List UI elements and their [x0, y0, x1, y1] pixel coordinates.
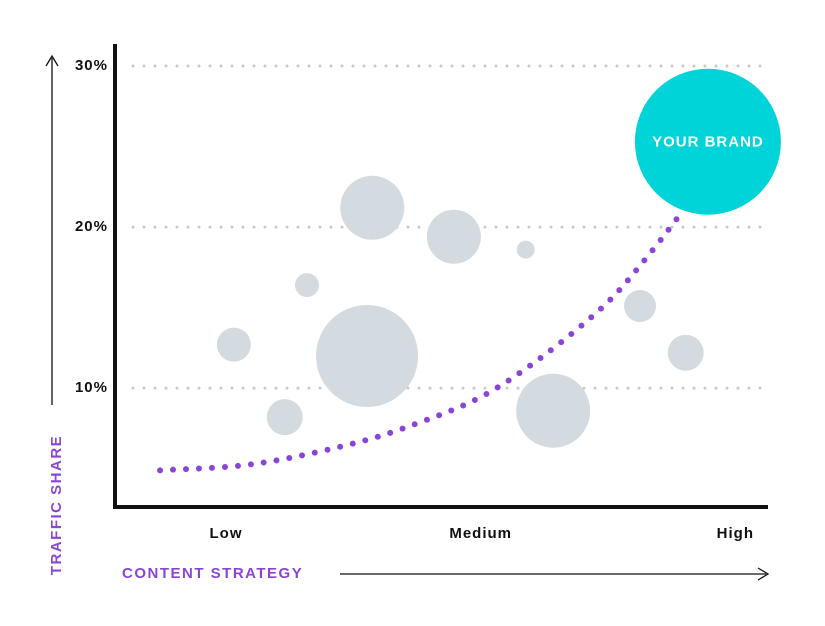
x-axis-title: CONTENT STRATEGY [122, 565, 303, 582]
bubble [516, 373, 591, 448]
trend-line [157, 214, 681, 474]
bubble [216, 327, 251, 362]
axes [113, 44, 768, 509]
bubble [294, 273, 319, 298]
y-tick-label: 30% [75, 57, 108, 74]
y-axis-title: TRAFFIC SHARE [48, 435, 65, 575]
bubble [624, 290, 657, 323]
bubble [266, 399, 303, 436]
bubble [316, 304, 419, 407]
bubble [667, 334, 704, 371]
x-tick-label: High [717, 525, 754, 542]
y-tick-label: 10% [75, 379, 108, 396]
bubble [634, 68, 781, 215]
y-axis-arrowhead [45, 54, 59, 67]
bubble [516, 240, 535, 259]
bubble-label: YOUR BRAND [652, 134, 764, 151]
y-tick-label: 20% [75, 218, 108, 235]
x-tick-label: Low [210, 525, 243, 542]
x-axis-arrowhead [757, 567, 770, 581]
bubble [426, 209, 481, 264]
x-tick-label: Medium [449, 525, 512, 542]
bubble [340, 175, 405, 240]
